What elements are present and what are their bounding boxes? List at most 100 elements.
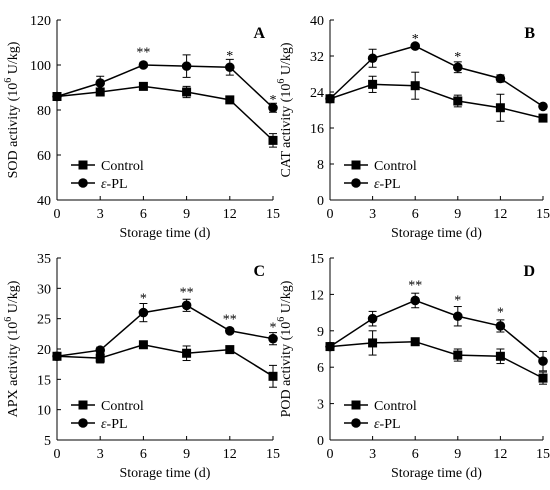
- legend-marker-circle: [78, 418, 88, 428]
- y-tick-label: 25: [37, 313, 51, 328]
- y-tick-label: 6: [317, 361, 324, 376]
- legend-marker-circle: [351, 178, 361, 188]
- data-point-square: [225, 95, 235, 105]
- legend-marker-square: [78, 400, 88, 410]
- y-axis-label-unit: U/kg): [279, 280, 294, 317]
- legend-label: Control: [101, 159, 144, 174]
- y-tick-label: 120: [30, 14, 51, 29]
- x-tick-label: 15: [536, 207, 550, 222]
- data-point-square: [95, 353, 105, 363]
- data-point-circle: [95, 345, 105, 356]
- series-line: [56, 343, 274, 377]
- legend-label-epsilon: ε: [101, 417, 107, 432]
- legend-label: Control: [374, 159, 417, 174]
- data-point-square: [538, 113, 548, 123]
- y-tick-label: 12: [310, 288, 324, 303]
- data-point-square: [453, 350, 463, 360]
- y-axis-label-main: APX activity (10: [6, 322, 21, 418]
- legend-label-rest: -PL: [380, 177, 401, 192]
- data-point-square: [182, 87, 192, 97]
- panel-letter: D: [523, 263, 535, 280]
- x-tick-label: 0: [54, 207, 61, 222]
- significance-mark: **: [408, 279, 422, 294]
- x-tick-label: 6: [140, 207, 147, 222]
- legend: Control ε-PL: [344, 159, 417, 192]
- y-axis-label-exponent: 6: [276, 79, 287, 84]
- x-tick-label: 3: [369, 447, 376, 462]
- x-tick-label: 0: [54, 447, 61, 462]
- significance-mark: **: [136, 46, 150, 61]
- y-tick-label: 30: [37, 282, 51, 297]
- panel-c: 5 10 15 20 25 30 35 0 3 6 9 12 15 Storage time (d) APX…: [3, 252, 280, 481]
- x-axis-label: Storage time (d): [391, 466, 482, 481]
- y-axis-label-main: CAT activity (10: [279, 84, 294, 178]
- data-point-square: [410, 337, 420, 347]
- legend-marker-square: [78, 160, 88, 170]
- significance-mark: *: [454, 50, 461, 65]
- x-tick-label: 0: [327, 207, 334, 222]
- data-point-circle: [453, 311, 463, 322]
- legend-label-epsilon: ε: [374, 417, 380, 432]
- data-point-circle: [181, 61, 192, 71]
- data-point-circle: [325, 93, 335, 104]
- series-epl: [52, 54, 278, 113]
- y-tick-label: 60: [37, 149, 51, 164]
- y-axis-label: CAT activity (106 U/kg): [276, 42, 294, 177]
- y-tick-label: 0: [317, 194, 324, 209]
- y-axis-label-main: SOD activity (10: [6, 83, 21, 179]
- panel-a: 40 60 80 100 120 0 3 6 9 12 15 Storage time (d) SOD …: [3, 14, 280, 241]
- significance-mark: *: [140, 291, 147, 306]
- x-tick-label: 12: [223, 447, 237, 462]
- data-point-circle: [410, 295, 421, 306]
- data-point-square: [268, 371, 278, 381]
- data-point-square: [268, 135, 278, 145]
- legend-label-epsilon: ε: [374, 177, 380, 192]
- x-tick-label: 3: [369, 207, 376, 222]
- significance-mark: *: [270, 321, 277, 336]
- legend-marker-square: [351, 160, 361, 170]
- significance-mark: **: [180, 285, 194, 300]
- panel-letter: C: [253, 263, 265, 280]
- data-point-square: [138, 81, 148, 91]
- legend-marker-square: [351, 400, 361, 410]
- legend-label: Control: [101, 399, 144, 414]
- y-axis-label: SOD activity (106 U/kg): [3, 41, 21, 178]
- data-point-circle: [410, 41, 421, 51]
- data-point-square: [225, 345, 235, 355]
- panel-letter: B: [524, 25, 535, 42]
- panel-letter: A: [253, 25, 265, 42]
- significance-mark: **: [223, 313, 237, 328]
- significance-mark: *: [412, 32, 419, 47]
- series-line: [329, 299, 544, 362]
- y-tick-label: 10: [37, 404, 51, 419]
- legend: Control ε-PL: [344, 399, 417, 432]
- y-tick-label: 15: [310, 252, 324, 267]
- data-point-circle: [268, 102, 278, 113]
- x-tick-label: 0: [327, 447, 334, 462]
- legend: Control ε-PL: [71, 159, 144, 192]
- y-tick-label: 3: [317, 398, 324, 413]
- legend-label: ε-PL: [101, 417, 128, 432]
- x-tick-label: 9: [183, 207, 190, 222]
- series-line: [56, 304, 274, 358]
- y-tick-label: 80: [37, 104, 51, 119]
- data-point-circle: [225, 62, 235, 73]
- x-tick-label: 15: [266, 207, 280, 222]
- data-point-circle: [225, 326, 235, 336]
- x-tick-label: 3: [97, 207, 104, 222]
- series-control: [52, 340, 278, 388]
- y-tick-label: 100: [30, 59, 51, 74]
- x-axis-label: Storage time (d): [120, 466, 211, 481]
- series-epl: [325, 292, 548, 372]
- x-tick-label: 6: [412, 207, 419, 222]
- data-point-circle: [181, 300, 192, 311]
- data-point-square: [495, 351, 505, 361]
- legend-label: ε-PL: [374, 177, 401, 192]
- data-point-square: [95, 87, 105, 97]
- data-point-circle: [495, 321, 506, 331]
- x-tick-label: 6: [140, 447, 147, 462]
- data-point-circle: [52, 91, 62, 102]
- series-line: [329, 340, 544, 379]
- panel-b: 0 8 16 24 32 40 0 3 6 9 12 15 Storage time (d) CAT ac…: [276, 14, 550, 241]
